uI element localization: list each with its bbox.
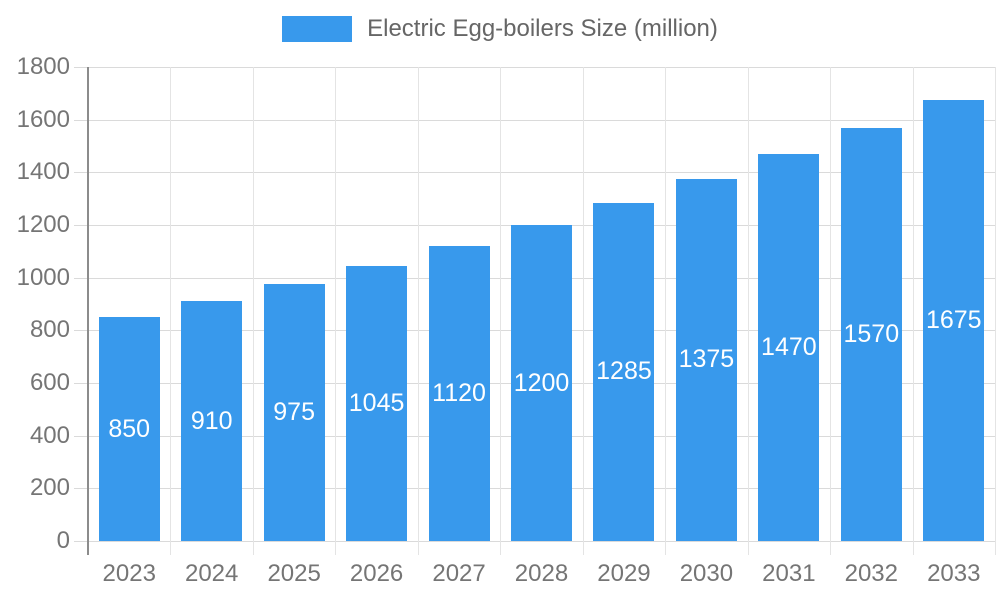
bar-2032: 1570 — [840, 127, 902, 541]
bar-2024: 910 — [181, 301, 243, 541]
bar-value-label: 1470 — [761, 332, 817, 361]
x-axis-tick-label: 2033 — [927, 560, 981, 587]
bar-2027: 1120 — [428, 246, 490, 541]
y-axis-tick-label: 600 — [29, 369, 70, 396]
y-axis-tick-label: 1000 — [16, 263, 70, 291]
y-gridline — [74, 119, 995, 121]
bar-2028: 1200 — [511, 225, 572, 541]
x-axis-tick-label: 2030 — [679, 560, 734, 587]
x-axis-tick-label: 2028 — [514, 560, 569, 587]
bar-2030: 1375 — [675, 178, 737, 541]
x-axis-tick-label: 2031 — [762, 560, 816, 587]
bar-2033: 1675 — [923, 99, 985, 541]
y-axis-tick-label: 1600 — [16, 105, 70, 133]
legend-label: Electric Egg-boilers Size (million) — [367, 15, 718, 42]
bar-value-label: 1285 — [596, 357, 652, 386]
bar-value-label: 1570 — [843, 319, 900, 348]
y-gridline — [74, 541, 995, 542]
x-axis-tick-label: 2025 — [267, 560, 321, 587]
x-axis-tick-label: 2024 — [184, 560, 239, 587]
x-axis-tick-label: 2026 — [349, 560, 404, 587]
bar-2023: 850 — [98, 317, 160, 541]
bar-2031: 1470 — [758, 153, 820, 541]
y-gridline — [74, 172, 995, 174]
legend: Electric Egg-boilers Size (million) — [0, 15, 1000, 43]
x-axis-tick-label: 2023 — [102, 560, 156, 587]
x-gridline — [665, 67, 667, 555]
y-axis-tick-label: 1800 — [16, 53, 70, 80]
x-axis-tick-label: 2027 — [432, 560, 486, 587]
y-axis-tick-label: 800 — [29, 316, 70, 344]
y-axis-tick-label: 1400 — [16, 158, 70, 186]
bar-value-label: 1200 — [513, 368, 570, 397]
bar-2029: 1285 — [593, 202, 655, 541]
x-gridline — [912, 67, 914, 555]
y-gridline — [74, 67, 995, 68]
bar-value-label: 1120 — [432, 379, 486, 408]
x-axis-tick-label: 2032 — [844, 560, 898, 587]
x-gridline — [830, 67, 832, 555]
x-gridline — [252, 67, 254, 555]
x-axis-tick-label: 2029 — [597, 560, 651, 587]
x-gridline — [500, 67, 502, 555]
bar-value-label: 910 — [190, 406, 233, 435]
x-gridline — [417, 67, 419, 555]
bar-2026: 1045 — [346, 265, 408, 541]
legend-swatch — [282, 16, 353, 42]
y-axis-tick-label: 0 — [56, 527, 70, 554]
bar-value-label: 1675 — [925, 305, 982, 334]
x-gridline — [335, 67, 337, 555]
y-axis-tick-label: 1200 — [16, 211, 70, 238]
x-gridline — [747, 67, 749, 555]
y-axis-tick-label: 400 — [29, 421, 70, 449]
bar-value-label: 1045 — [348, 388, 405, 417]
bar-value-label: 1375 — [678, 345, 735, 374]
y-axis-tick-label: 200 — [29, 474, 70, 502]
legend-item[interactable]: Electric Egg-boilers Size (million) — [282, 15, 718, 43]
x-gridline — [995, 67, 996, 555]
x-gridline — [582, 67, 584, 555]
x-gridline — [170, 67, 172, 555]
bar-value-label: 975 — [273, 398, 315, 427]
bar-value-label: 850 — [108, 414, 151, 443]
y-axis-line — [87, 67, 89, 555]
bar-2025: 975 — [263, 284, 325, 541]
